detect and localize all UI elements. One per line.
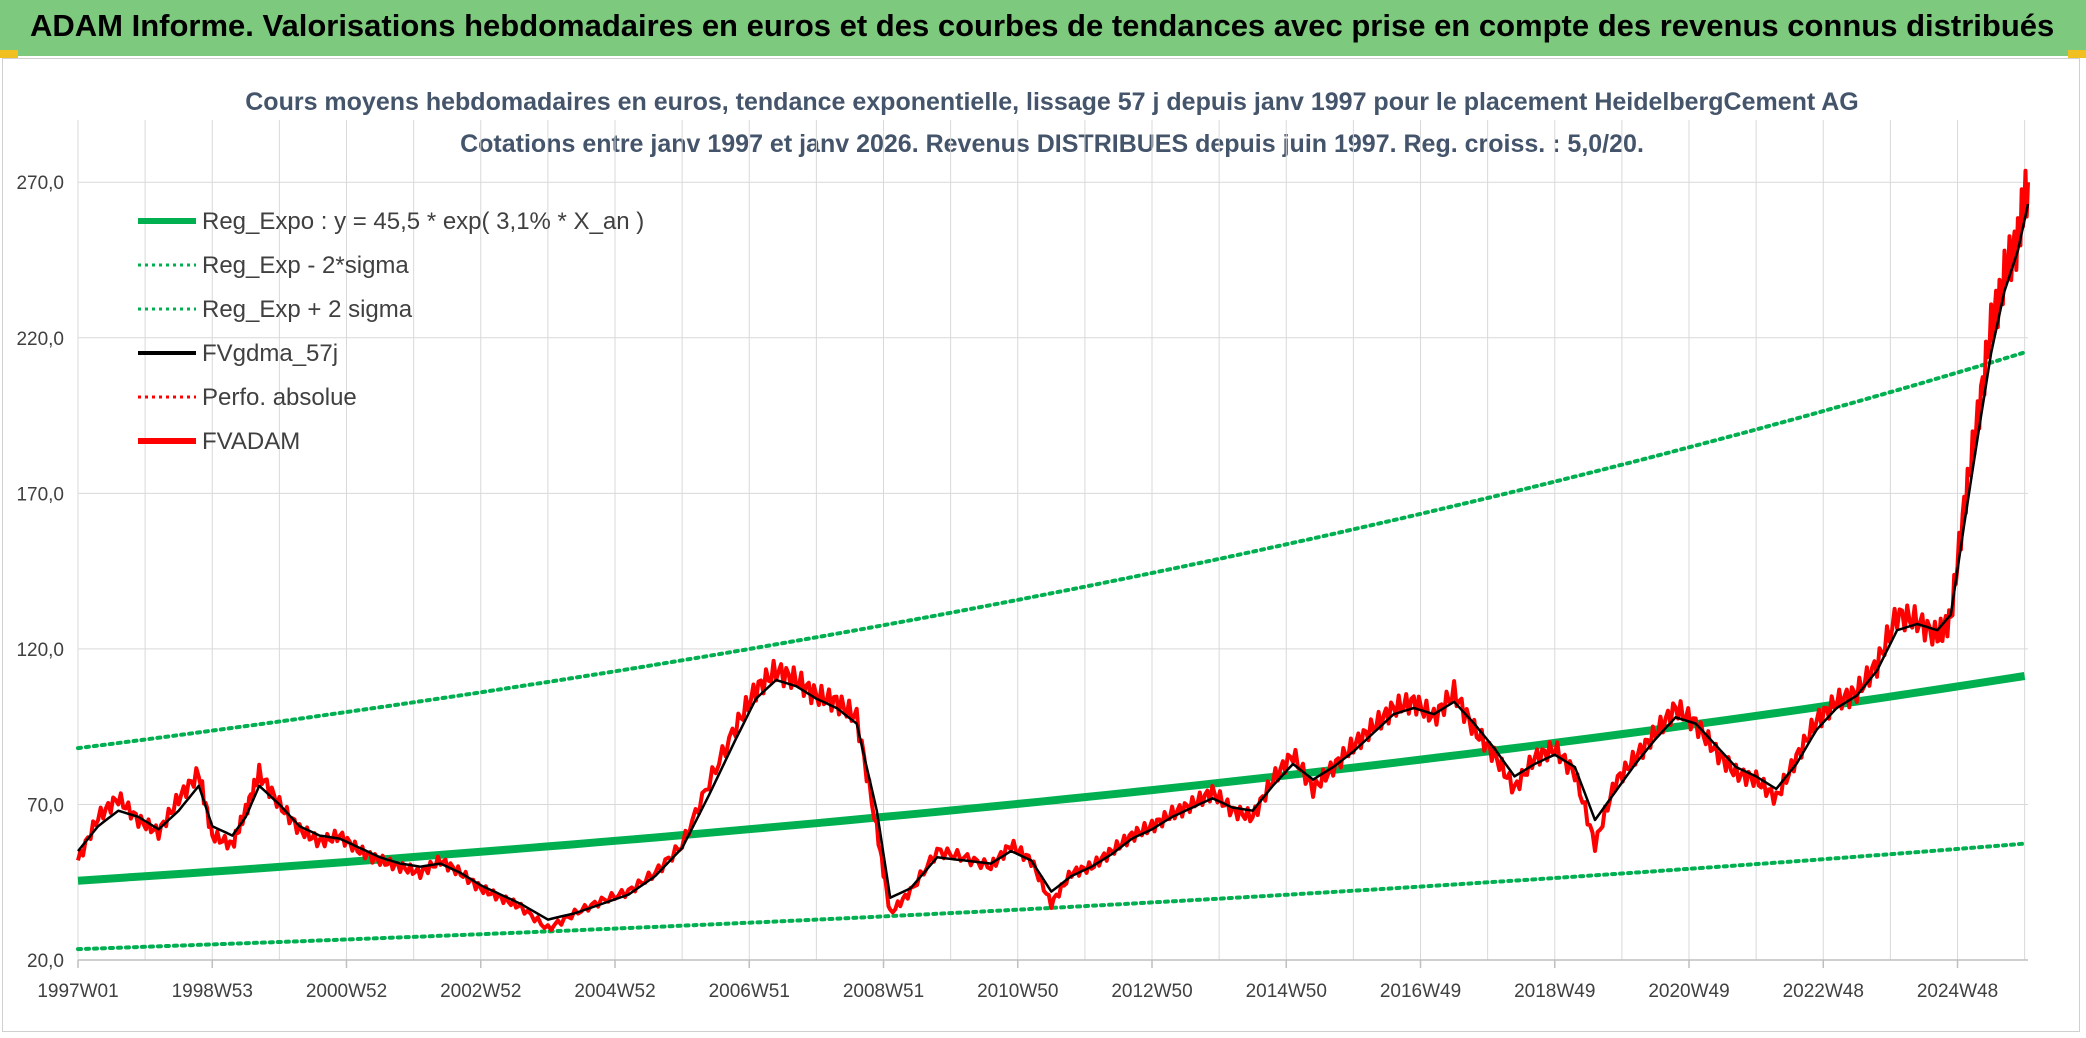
y-tick-label: 70,0 bbox=[27, 795, 64, 816]
corner-mark-left bbox=[0, 50, 18, 58]
chart-subtitle: Cotations entre janv 1997 et janv 2026. … bbox=[460, 130, 1644, 158]
axes: 20,0 70,0 120,0 170,0 220,0 270,0 1997W01 1998W… bbox=[16, 173, 2028, 1002]
grid bbox=[77, 120, 2028, 961]
y-tick-label: 170,0 bbox=[16, 484, 64, 505]
x-tick-label: 2016W49 bbox=[1380, 981, 1461, 1002]
x-tick-label: 2024W48 bbox=[1917, 981, 1998, 1002]
legend: Reg_Expo : y = 45,5 * exp( 3,1% * X_an )… bbox=[138, 208, 644, 455]
legend-label: Reg_Exp - 2*sigma bbox=[202, 252, 409, 279]
x-tick-label: 2012W50 bbox=[1111, 981, 1192, 1002]
x-tick-label: 2000W52 bbox=[306, 981, 387, 1002]
y-tick-label: 220,0 bbox=[16, 329, 64, 350]
x-tick-label: 2014W50 bbox=[1246, 981, 1327, 1002]
x-tick-label: 1997W01 bbox=[37, 981, 118, 1002]
y-tick-label: 20,0 bbox=[27, 951, 64, 972]
x-tick-label: 2010W50 bbox=[977, 981, 1058, 1002]
x-tick-label: 1998W53 bbox=[172, 981, 253, 1002]
x-tick-label: 2008W51 bbox=[843, 981, 924, 1002]
header-banner: ADAM Informe. Valorisations hebdomadaire… bbox=[0, 0, 2086, 56]
series-fvgdma-57j bbox=[77, 203, 2030, 921]
x-tick-label: 2022W48 bbox=[1783, 981, 1864, 1002]
series-group bbox=[76, 168, 2030, 952]
legend-label: Perfo. absolue bbox=[202, 384, 357, 411]
legend-label: Reg_Expo : y = 45,5 * exp( 3,1% * X_an ) bbox=[202, 208, 644, 235]
x-tick-label: 2006W51 bbox=[709, 981, 790, 1002]
chart-frame bbox=[2, 58, 2080, 1032]
y-tick-label: 270,0 bbox=[16, 173, 64, 194]
series-reg-expo bbox=[77, 672, 2026, 885]
legend-label: Reg_Exp + 2 sigma bbox=[202, 296, 413, 323]
x-tick-label: 2004W52 bbox=[574, 981, 655, 1002]
chart-title: Cours moyens hebdomadaires en euros, ten… bbox=[245, 88, 1858, 116]
page-title: ADAM Informe. Valorisations hebdomadaire… bbox=[30, 8, 2055, 43]
series-reg-exp-plus-2sigma bbox=[76, 350, 2027, 751]
x-tick-label: 2002W52 bbox=[440, 981, 521, 1002]
legend-label: FVgdma_57j bbox=[202, 340, 338, 367]
series-fvadam bbox=[76, 168, 2030, 932]
x-tick-label: 2018W49 bbox=[1514, 981, 1595, 1002]
series-reg-exp-minus-2sigma bbox=[76, 841, 2027, 952]
corner-mark-right bbox=[2068, 50, 2086, 58]
y-tick-label: 120,0 bbox=[16, 640, 64, 661]
legend-label: FVADAM bbox=[202, 428, 300, 455]
x-tick-label: 2020W49 bbox=[1648, 981, 1729, 1002]
